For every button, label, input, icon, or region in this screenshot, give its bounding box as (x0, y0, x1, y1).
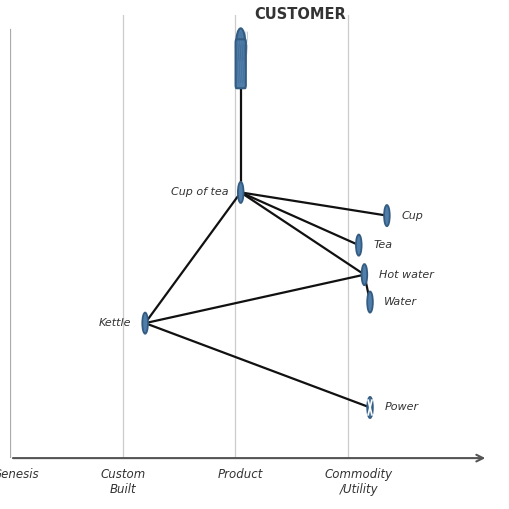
Circle shape (361, 264, 367, 285)
Circle shape (143, 313, 148, 334)
Circle shape (238, 182, 243, 203)
Text: Hot water: Hot water (379, 270, 434, 279)
FancyBboxPatch shape (236, 39, 246, 88)
Text: Kettle: Kettle (98, 318, 131, 328)
Text: Cup: Cup (401, 211, 423, 220)
Text: Power: Power (384, 403, 418, 412)
Circle shape (367, 397, 373, 418)
Text: Water: Water (384, 297, 417, 307)
Circle shape (367, 292, 373, 313)
Text: Tea: Tea (373, 240, 392, 250)
Text: Cup of tea: Cup of tea (171, 187, 229, 197)
Circle shape (356, 235, 361, 256)
Circle shape (236, 29, 245, 64)
Text: CUSTOMER: CUSTOMER (254, 7, 346, 22)
Circle shape (384, 205, 390, 226)
